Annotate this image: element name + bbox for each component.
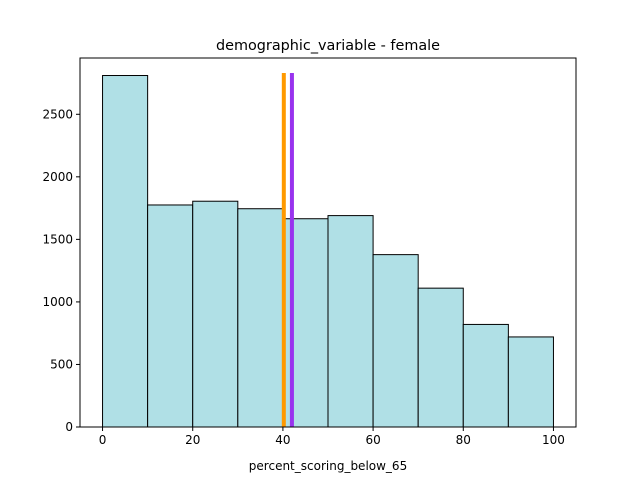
x-tick-label: 0	[99, 433, 107, 447]
histogram-bar-2	[147, 204, 194, 428]
histogram-bar-6	[327, 215, 374, 428]
histogram-bar-9	[462, 323, 509, 428]
y-tick-label: 1500	[42, 232, 73, 246]
histogram-bar-7	[372, 254, 419, 428]
histogram-bar-4	[237, 208, 284, 428]
y-tick-label: 0	[65, 420, 73, 434]
x-tick-label: 100	[542, 433, 565, 447]
y-tick-label: 2500	[42, 107, 73, 121]
histogram-bar-8	[417, 287, 464, 428]
y-tick-label: 1000	[42, 295, 73, 309]
x-axis-label: percent_scoring_below_65	[249, 459, 407, 473]
x-tick-label: 20	[185, 433, 200, 447]
y-tick-label: 2000	[42, 170, 73, 184]
histogram-bar-10	[507, 336, 554, 428]
histogram-bar-3	[192, 200, 239, 428]
x-axis-ticks: 0 20 40 60 80 100	[99, 427, 565, 447]
bars-group	[102, 75, 554, 428]
y-tick-label: 500	[50, 357, 73, 371]
x-tick-label: 80	[456, 433, 471, 447]
y-axis-ticks: 0 500 1000 1500 2000 2500	[42, 107, 80, 434]
histogram-bar-1	[102, 75, 149, 428]
x-tick-label: 60	[365, 433, 380, 447]
chart-title: demographic_variable - female	[216, 38, 440, 54]
plot-frame	[79, 57, 577, 428]
vertical-lines-group	[281, 73, 294, 427]
histogram-bar-5	[282, 218, 329, 428]
x-tick-label: 40	[275, 433, 290, 447]
